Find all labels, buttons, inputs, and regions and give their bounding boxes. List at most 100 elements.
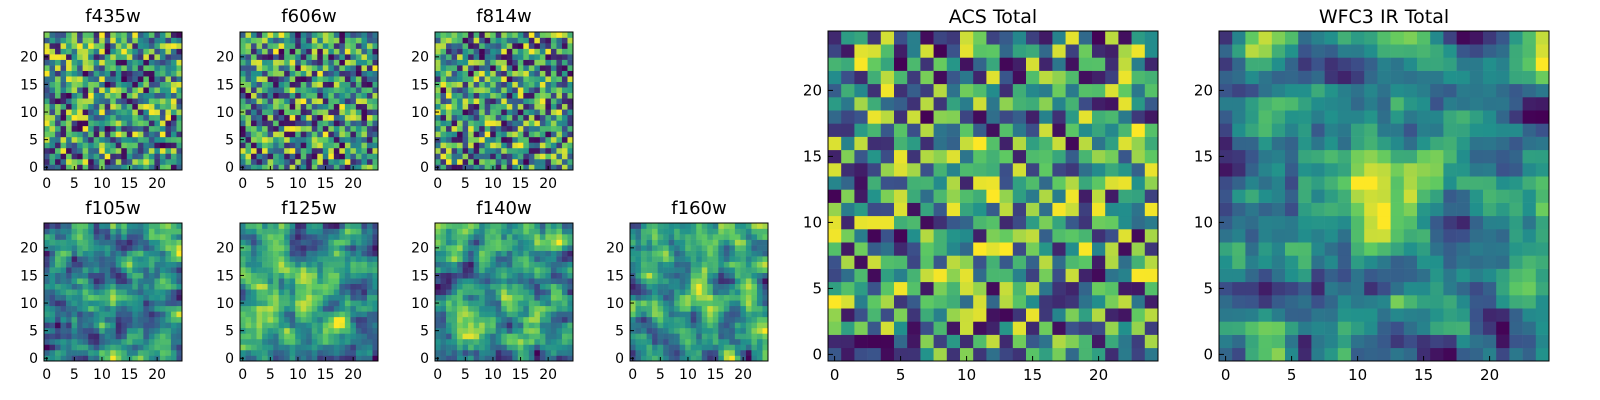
heatmap-cell — [317, 333, 324, 340]
heatmap-cell — [93, 142, 100, 149]
heatmap-cell — [278, 43, 285, 49]
heatmap-cell — [311, 239, 318, 246]
heatmap-cell — [88, 250, 94, 257]
heatmap-cell — [115, 333, 122, 340]
heatmap-cell — [344, 355, 351, 362]
heatmap-cell — [148, 37, 155, 44]
heatmap-cell — [630, 234, 636, 240]
heatmap-cell — [289, 103, 296, 110]
heatmap-cell — [71, 120, 78, 127]
heatmap-cell — [165, 37, 172, 44]
heatmap-cell — [679, 261, 686, 268]
heatmap-cell — [495, 153, 502, 160]
heatmap-cell — [115, 70, 122, 77]
heatmap-cell — [49, 120, 56, 127]
heatmap-cell — [495, 92, 502, 99]
heatmap-cell — [550, 65, 557, 71]
heatmap-cell — [256, 48, 263, 55]
heatmap-cell — [473, 114, 480, 121]
heatmap-cell — [44, 59, 50, 66]
heatmap-cell — [88, 294, 94, 301]
heatmap-cell — [143, 305, 150, 312]
heatmap-cell — [339, 267, 346, 273]
heatmap-cell — [126, 305, 133, 312]
heatmap-cell — [473, 344, 480, 351]
heatmap-cell — [854, 242, 868, 256]
heatmap-cell — [278, 250, 285, 257]
heatmap-cell — [154, 48, 161, 55]
heatmap-cell — [556, 37, 563, 44]
heatmap-cell — [473, 147, 480, 154]
heatmap-cell — [894, 215, 908, 230]
heatmap-cell — [999, 295, 1014, 309]
heatmap-cell — [545, 349, 552, 356]
heatmap-cell — [652, 223, 658, 229]
heatmap-cell — [534, 120, 541, 127]
heatmap-cell — [707, 294, 714, 301]
heatmap-cell — [82, 322, 89, 329]
heatmap-cell — [159, 294, 166, 301]
heatmap-cell — [295, 305, 302, 312]
heatmap-cell — [567, 327, 574, 334]
heatmap-cell — [696, 338, 703, 345]
heatmap-cell — [300, 103, 307, 110]
heatmap-cell — [71, 153, 78, 160]
heatmap-cell — [121, 48, 128, 55]
heatmap-cell — [165, 355, 172, 362]
heatmap-cell — [251, 261, 257, 268]
heatmap-cell — [344, 327, 351, 334]
y-tick-label: 5 — [420, 133, 429, 149]
heatmap-cell — [273, 103, 279, 110]
heatmap-cell — [690, 283, 697, 290]
heatmap-cell — [556, 120, 563, 127]
heatmap-cell — [718, 223, 725, 229]
heatmap-cell — [435, 142, 441, 149]
heatmap-cell — [646, 228, 653, 235]
heatmap-cell — [245, 267, 252, 273]
heatmap-cell — [77, 327, 83, 334]
heatmap-cell — [517, 322, 524, 329]
heatmap-cell — [999, 176, 1014, 190]
heatmap-cell — [82, 120, 89, 127]
y-tick-label: 0 — [420, 351, 429, 367]
heatmap-cell — [1144, 255, 1159, 269]
heatmap-cell — [137, 142, 144, 149]
heatmap-cell — [99, 120, 106, 127]
heatmap-cell — [446, 32, 452, 38]
heatmap-cell — [344, 272, 351, 279]
heatmap-cell — [674, 239, 680, 246]
heatmap-cell — [462, 250, 469, 257]
heatmap-cell — [545, 245, 552, 251]
heatmap-cell — [512, 327, 519, 334]
heatmap-cell — [366, 59, 373, 66]
heatmap-cell — [295, 338, 302, 345]
heatmap-cell — [93, 311, 100, 318]
heatmap-cell — [82, 355, 89, 362]
heatmap-cell — [512, 54, 519, 60]
heatmap-cell — [657, 322, 664, 329]
heatmap-cell — [561, 59, 568, 66]
heatmap-cell — [366, 267, 373, 273]
heatmap-cell — [322, 327, 329, 334]
heatmap-cell — [468, 300, 474, 307]
heatmap-cell — [457, 81, 463, 88]
heatmap-cell — [60, 92, 67, 99]
heatmap-cell — [60, 311, 67, 318]
heatmap-cell — [350, 125, 357, 132]
heatmap-cell — [1065, 281, 1080, 296]
heatmap-cell — [512, 311, 519, 318]
heatmap-cell — [60, 125, 67, 132]
heatmap-cell — [528, 311, 535, 318]
heatmap-cell — [77, 272, 83, 279]
heatmap-cell — [115, 43, 122, 49]
heatmap-cell — [556, 65, 563, 71]
heatmap-cell — [44, 267, 50, 273]
heatmap-cell — [495, 76, 502, 82]
heatmap-cell — [751, 278, 758, 285]
heatmap-cell — [132, 136, 139, 143]
heatmap-cell — [652, 267, 658, 273]
heatmap-cell — [115, 338, 122, 345]
heatmap-cell — [82, 261, 89, 268]
heatmap-cell — [528, 349, 535, 356]
heatmap-cell — [350, 65, 357, 71]
